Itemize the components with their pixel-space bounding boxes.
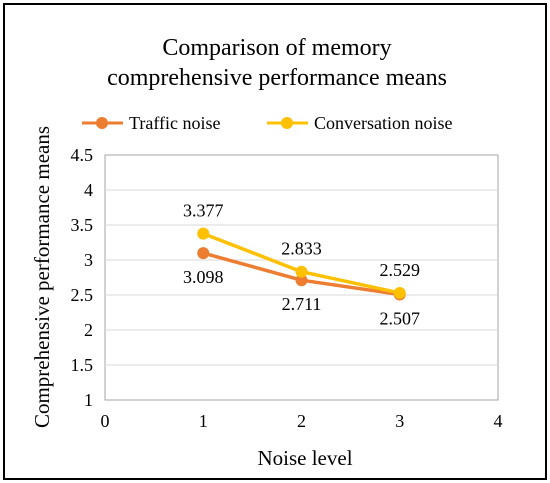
x-tick-label: 4 bbox=[494, 411, 503, 431]
legend-item-conversation-noise: Conversation noise bbox=[267, 113, 452, 133]
legend-label-traffic-noise: Traffic noise bbox=[129, 113, 221, 133]
data-point-traffic-noise bbox=[295, 274, 308, 287]
series-traffic-noise: 3.098 2.711 2.507 bbox=[183, 247, 421, 329]
gridlines bbox=[105, 189, 498, 366]
data-point-conversation-noise bbox=[295, 265, 308, 278]
y-tick-label: 2 bbox=[84, 320, 93, 340]
y-tick-label: 4.5 bbox=[71, 145, 94, 165]
data-label-conversation-noise: 2.529 bbox=[380, 260, 421, 280]
x-tick-labels: 0 1 2 3 4 bbox=[101, 411, 503, 431]
y-tick-label: 1 bbox=[84, 390, 93, 410]
data-label-traffic-noise: 3.098 bbox=[183, 267, 224, 287]
y-axis-label: Comprehensive performance means bbox=[30, 126, 54, 428]
y-tick-label: 4 bbox=[84, 180, 93, 200]
x-tick-label: 1 bbox=[199, 411, 208, 431]
legend-marker-conversation-noise bbox=[281, 117, 293, 129]
data-label-conversation-noise: 2.833 bbox=[281, 239, 322, 259]
x-tick-label: 3 bbox=[395, 411, 404, 431]
series-conversation-noise: 3.377 2.833 2.529 bbox=[183, 201, 420, 299]
x-tick-label: 2 bbox=[297, 411, 306, 431]
y-tick-labels: 1 1.5 2 2.5 3 3.5 4 4.5 bbox=[71, 145, 94, 410]
legend-label-conversation-noise: Conversation noise bbox=[314, 113, 452, 133]
x-tick-label: 0 bbox=[101, 411, 110, 431]
data-point-conversation-noise bbox=[393, 286, 406, 299]
y-tick-label: 3 bbox=[84, 250, 93, 270]
chart-frame: Comparison of memory comprehensive perfo… bbox=[3, 3, 547, 480]
data-label-traffic-noise: 2.507 bbox=[380, 309, 421, 329]
y-tick-label: 1.5 bbox=[71, 355, 94, 375]
legend-marker-traffic-noise bbox=[96, 117, 108, 129]
line-chart: Comparison of memory comprehensive perfo… bbox=[30, 35, 503, 470]
legend: Traffic noise Conversation noise bbox=[82, 113, 452, 133]
legend-item-traffic-noise: Traffic noise bbox=[82, 113, 221, 133]
y-tick-label: 2.5 bbox=[71, 285, 94, 305]
y-tick-label: 3.5 bbox=[71, 215, 94, 235]
series-group: 3.098 2.711 2.507 3.377 2.833 2.529 bbox=[183, 201, 420, 329]
x-axis-label: Noise level bbox=[257, 446, 352, 470]
chart-title-line-2: comprehensive performance means bbox=[107, 65, 447, 91]
data-point-traffic-noise bbox=[197, 247, 210, 260]
data-label-traffic-noise: 2.711 bbox=[282, 294, 322, 314]
chart-title-line-1: Comparison of memory bbox=[162, 35, 391, 61]
data-point-conversation-noise bbox=[197, 227, 210, 240]
data-label-conversation-noise: 3.377 bbox=[183, 201, 224, 221]
